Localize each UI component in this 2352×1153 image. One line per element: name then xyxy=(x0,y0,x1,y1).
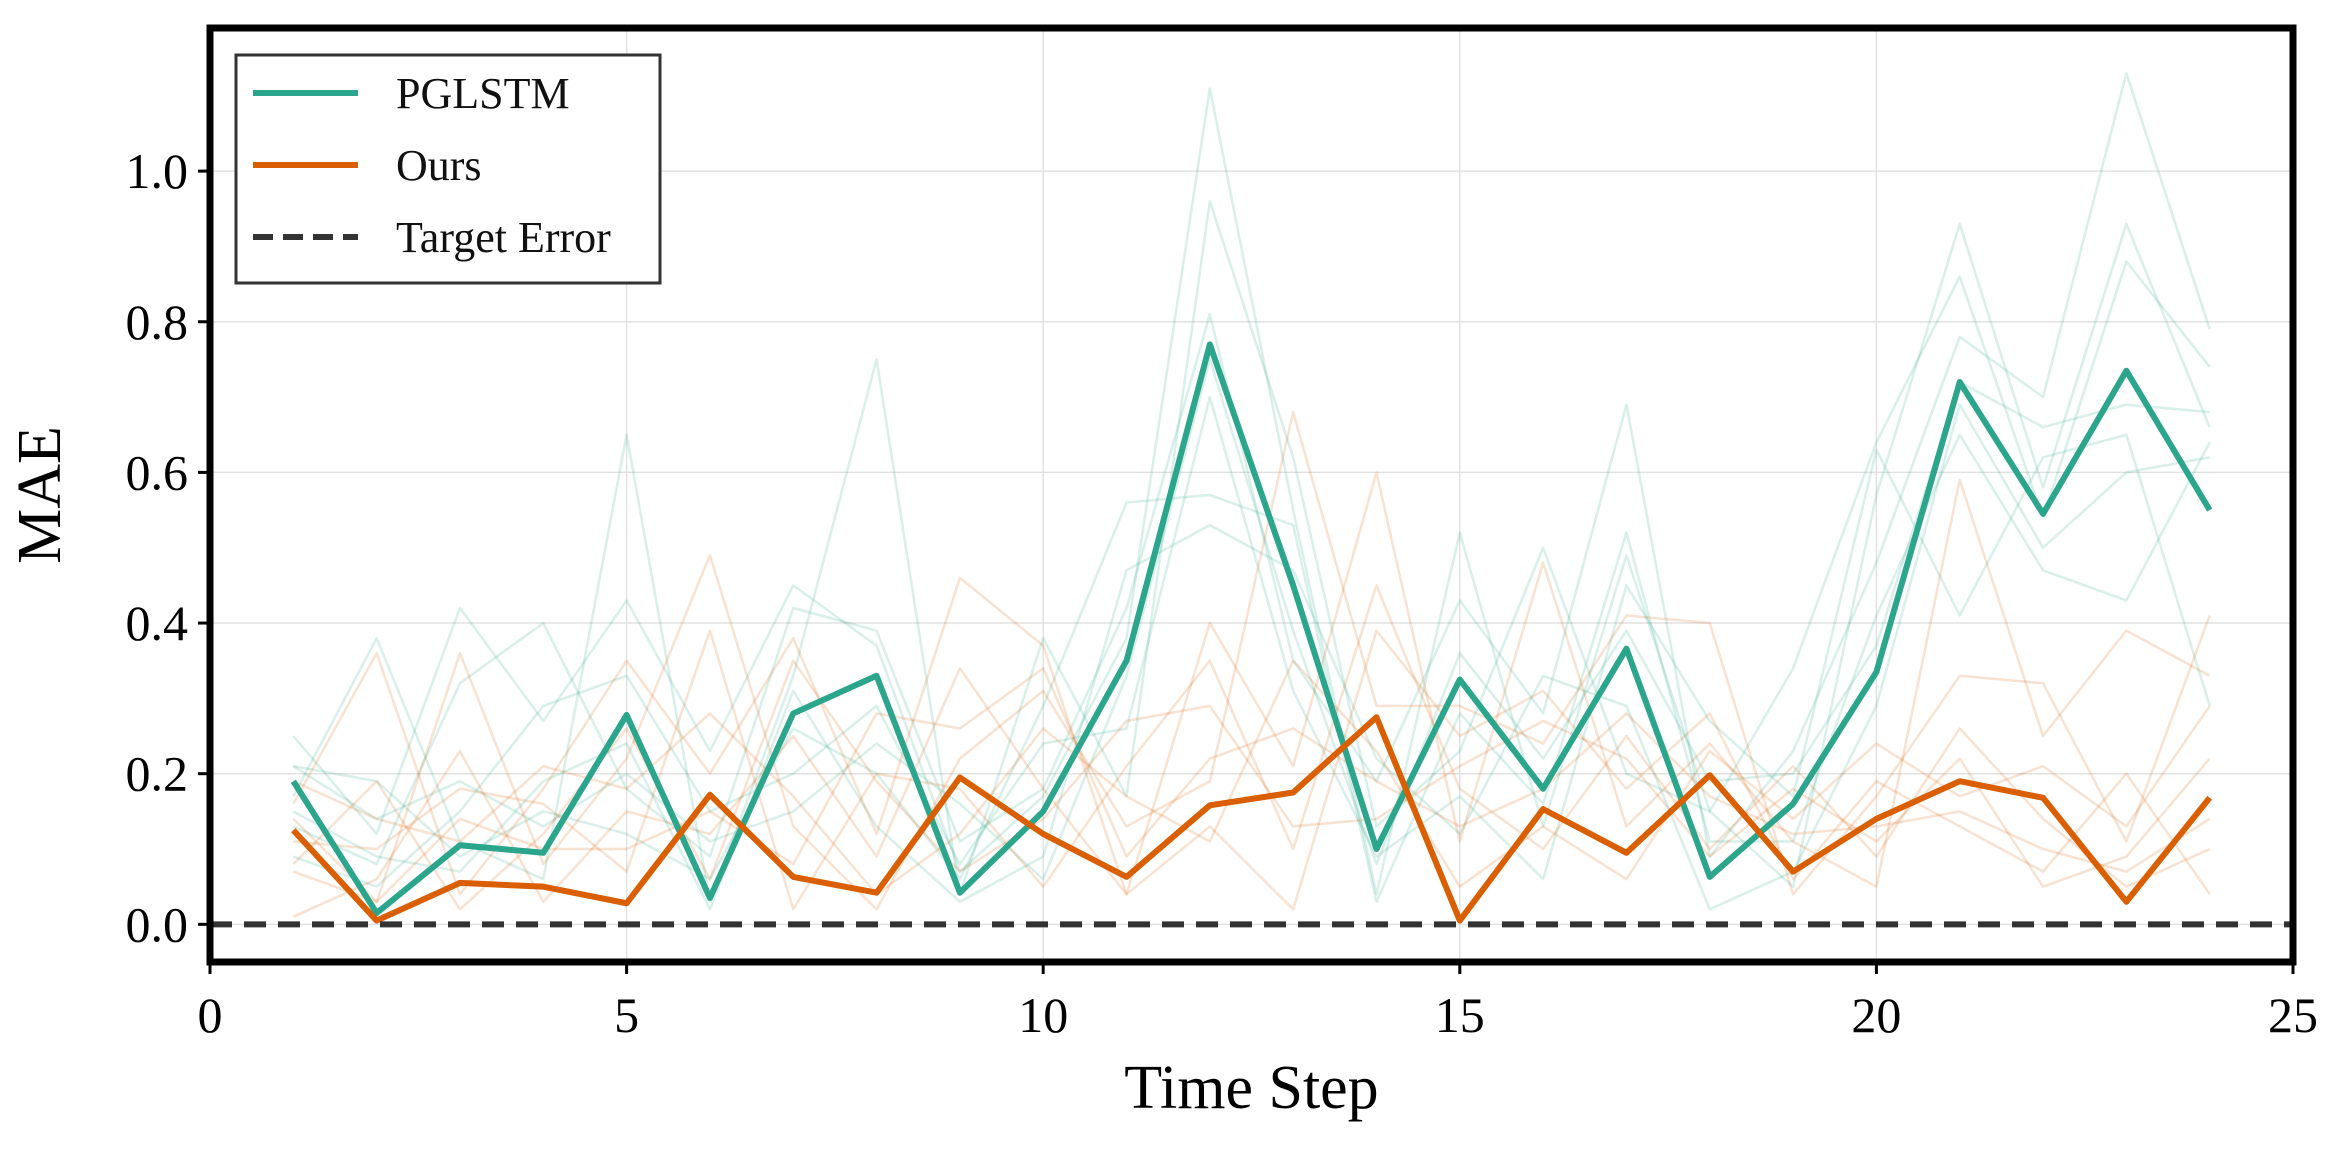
x-axis-title: Time Step xyxy=(1124,1054,1378,1122)
legend-label-target-error: Target Error xyxy=(396,213,611,262)
background-run-line xyxy=(292,395,2211,888)
background-run-line xyxy=(292,471,2211,896)
background-run-line xyxy=(292,87,2211,896)
x-tick-label: 0 xyxy=(198,987,223,1043)
y-tick-label: 0.6 xyxy=(126,444,189,500)
background-run-line xyxy=(292,71,2211,866)
mean-series xyxy=(210,341,2293,928)
y-tick-label: 0.8 xyxy=(126,294,189,350)
plot-frame xyxy=(206,24,2297,966)
legend-label-ours: Ours xyxy=(396,141,482,190)
y-tick-label: 1.0 xyxy=(126,143,189,199)
background-run-line xyxy=(292,199,2211,903)
x-tick-label: 15 xyxy=(1435,987,1485,1043)
axis-ticks: 0 5 10 15 20 25 0.0 0.2 0.4 0.6 0.8 1.0 xyxy=(126,143,2319,1043)
legend: PGLSTM Ours Target Error xyxy=(234,53,662,285)
background-run-line xyxy=(292,410,2211,911)
background-run-line xyxy=(293,433,2211,903)
background-run-line xyxy=(293,584,2211,911)
legend-label-pglstm: PGLSTM xyxy=(396,69,570,118)
background-run-line xyxy=(292,659,2211,896)
x-tick-label: 5 xyxy=(614,987,639,1043)
y-tick-label: 0.2 xyxy=(126,746,189,802)
series-line-pglstm xyxy=(290,341,2213,917)
background-run-line xyxy=(292,358,2210,881)
y-tick-label: 0.0 xyxy=(126,896,189,952)
background-run-line xyxy=(292,403,2210,911)
background-run-line xyxy=(292,659,2211,911)
y-tick-label: 0.4 xyxy=(126,595,189,651)
x-tick-label: 20 xyxy=(1851,987,1901,1043)
background-run-line xyxy=(292,629,2211,918)
background-runs xyxy=(292,71,2211,918)
x-tick-label: 10 xyxy=(1018,987,1068,1043)
series-line-ours xyxy=(291,714,2213,924)
x-tick-label: 25 xyxy=(2268,987,2318,1043)
background-run-line xyxy=(292,666,2211,903)
y-axis-title: MAE xyxy=(6,426,74,564)
